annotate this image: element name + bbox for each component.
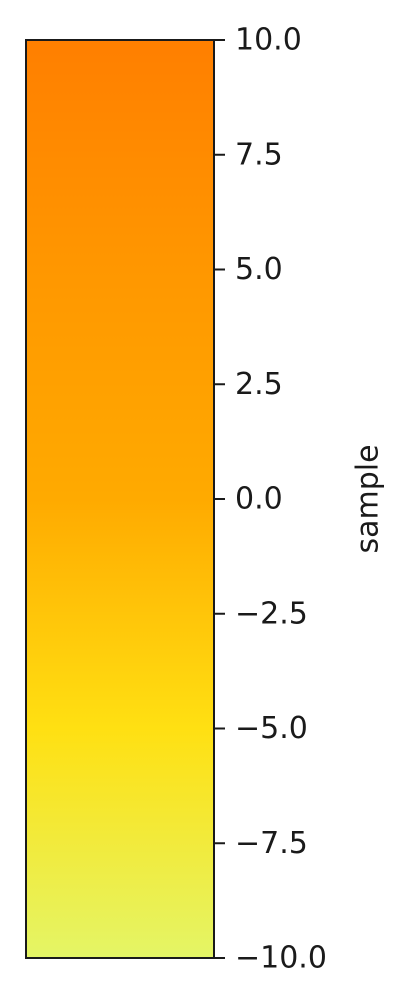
tick-label: −7.5	[235, 826, 308, 861]
tick-label: 2.5	[235, 367, 283, 402]
tick-label: −2.5	[235, 596, 308, 631]
tick-label: 0.0	[235, 482, 283, 517]
tick-label: 10.0	[235, 23, 302, 58]
tick-label: 5.0	[235, 252, 283, 287]
tick-label: −5.0	[235, 711, 308, 746]
tick-group: 10.0 7.5 5.0 2.5 0.0 −2.5 −5.0 −7.5 −10.0	[214, 23, 327, 976]
tick-label: 7.5	[235, 137, 283, 172]
tick-label: −10.0	[235, 941, 327, 976]
colorbar-fill	[26, 40, 214, 958]
axis-label: sample	[351, 444, 386, 553]
